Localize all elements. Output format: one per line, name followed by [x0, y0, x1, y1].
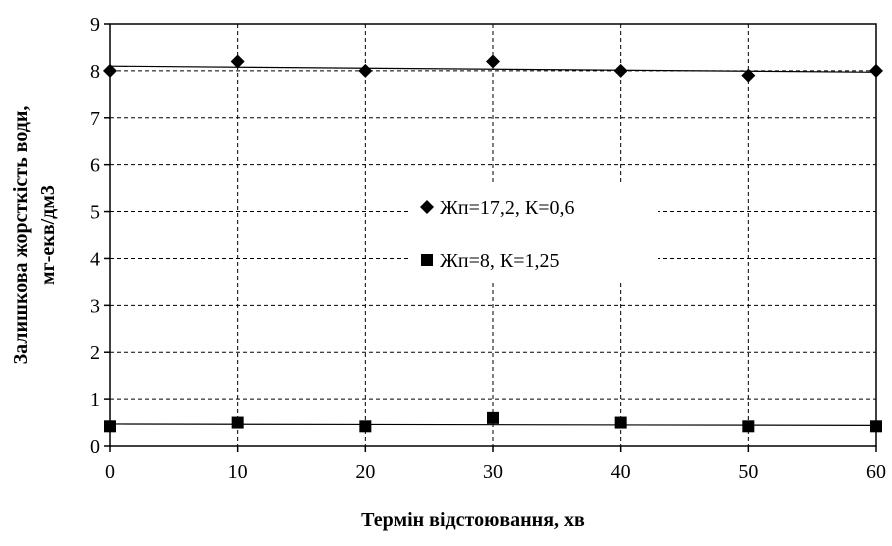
- data-point-series-2: [742, 420, 755, 433]
- y-axis-title: Залишкова жорсткість води, мг-екв/дм3: [10, 106, 59, 365]
- legend-background: [408, 183, 658, 283]
- y-tick-label: 6: [90, 155, 100, 177]
- data-point-series-1: [613, 63, 628, 78]
- data-point-series-1: [358, 63, 373, 78]
- data-point-series-2: [487, 411, 499, 424]
- data-point-series-2: [359, 420, 372, 433]
- data-point-series-1: [741, 68, 756, 83]
- y-axis-title-line2: мг-екв/дм3: [37, 185, 59, 285]
- x-tick-label: 30: [483, 461, 503, 483]
- x-tick-label: 50: [738, 461, 758, 483]
- data-point-series-1: [230, 54, 245, 69]
- x-tick-label: 60: [866, 461, 886, 483]
- x-tick-labels: 0 10 20 30 40 50 60: [105, 446, 886, 483]
- legend-label-series-1: Жп=17,2, К=0,6: [440, 197, 575, 219]
- data-point-series-2: [614, 416, 627, 429]
- y-tick-label: 9: [90, 14, 100, 36]
- legend-marker-series-1: [420, 200, 434, 214]
- y-tick-label: 8: [90, 61, 100, 83]
- data-point-series-2: [870, 420, 882, 433]
- y-tick-label: 3: [90, 295, 100, 317]
- y-tick-label: 4: [90, 248, 100, 270]
- x-tick-label: 40: [611, 461, 631, 483]
- legend-label-series-2: Жп=8, К=1,25: [440, 250, 560, 272]
- x-tick-label: 0: [105, 461, 115, 483]
- data-point-series-1: [103, 63, 117, 78]
- data-point-series-2: [104, 420, 116, 433]
- y-tick-label: 0: [90, 436, 100, 458]
- y-tick-label: 2: [90, 342, 100, 364]
- y-tick-label: 1: [90, 389, 100, 411]
- data-point-series-2: [231, 416, 244, 429]
- data-point-series-1: [869, 63, 883, 78]
- y-tick-label: 5: [90, 202, 100, 224]
- legend-marker-series-2: [421, 254, 433, 266]
- y-tick-labels: 0 1 2 3 4 5 6 7 8 9: [90, 14, 110, 458]
- x-axis-title: Термін відстоювання, хв: [361, 509, 585, 531]
- trend-line-series-2: [109, 423, 877, 426]
- data-point-series-1: [486, 54, 500, 69]
- x-tick-label: 20: [355, 461, 375, 483]
- data-markers: [103, 54, 883, 433]
- x-tick-label: 10: [228, 461, 248, 483]
- y-axis-title-line1: Залишкова жорсткість води,: [10, 106, 32, 365]
- legend: Жп=17,2, К=0,6 Жп=8, К=1,25: [408, 183, 658, 283]
- y-tick-label: 7: [90, 108, 100, 130]
